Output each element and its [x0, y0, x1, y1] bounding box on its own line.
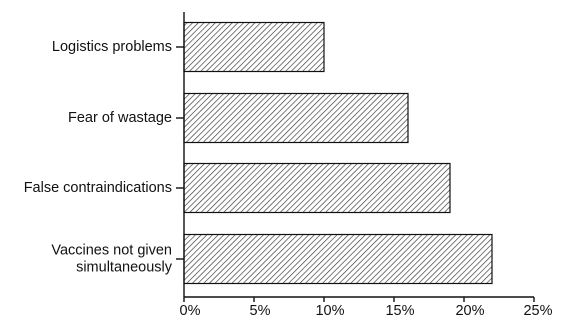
x-tick-label-4: 20% — [455, 303, 484, 319]
x-axis-ticks: 0% 5% 10% 15% 20% 25% — [180, 297, 553, 319]
bar-0 — [183, 21, 325, 73]
category-label-1-0: Fear of wastage — [68, 110, 172, 126]
category-label-0-0: Logistics problems — [52, 39, 172, 55]
x-tick-label-5: 25% — [523, 303, 552, 319]
category-label-3-0: Vaccines not given — [51, 242, 172, 258]
category-labels: Logistics problems Fear of wastage False c… — [24, 39, 184, 275]
category-label-2-0: False contraindications — [24, 180, 172, 196]
x-tick-label-1: 5% — [250, 303, 271, 319]
bars-group — [183, 21, 493, 285]
x-tick-label-2: 10% — [315, 303, 344, 319]
category-label-3-1: simultaneously — [76, 259, 173, 275]
bar-1 — [183, 92, 409, 144]
x-tick-label-3: 15% — [385, 303, 414, 319]
x-tick-label-0: 0% — [180, 303, 201, 319]
bar-2 — [183, 162, 451, 214]
bar-3 — [183, 233, 493, 285]
